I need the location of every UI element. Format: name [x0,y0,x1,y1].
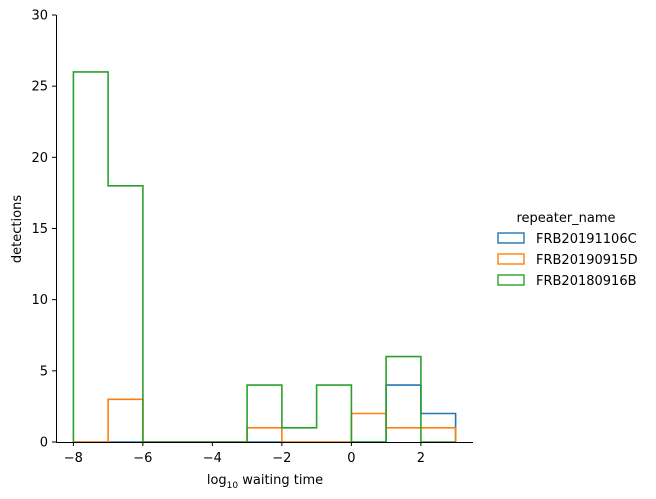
x-tick-label: 2 [417,451,425,466]
legend-swatch [497,274,525,286]
legend: repeater_name FRB20191106C FRB20190915D FR… [497,211,638,289]
y-tick-label: 25 [31,80,48,95]
x-tick-label: −6 [133,451,152,466]
y-axis-label: detections [10,195,25,263]
legend-label: FRB20191106C [536,232,637,247]
histogram-series-1 [73,398,457,443]
y-axis-ticks: 0 5 10 15 20 25 30 [31,9,56,451]
x-axis-ticks: −8 −6 −4 −2 0 2 [64,442,425,466]
y-tick-label: 5 [40,364,48,379]
legend-title: repeater_name [516,211,615,226]
x-axis-label: log10 waiting time [207,473,323,491]
y-tick-label: 20 [31,151,48,166]
x-axis-label-rest: waiting time [238,473,323,488]
y-tick-label: 15 [31,222,48,237]
y-tick-label: 10 [31,293,48,308]
x-tick-label: 0 [347,451,355,466]
histogram-bars [72,71,457,443]
x-tick-label: −2 [272,451,291,466]
x-axis-label-subscript: 10 [227,481,239,491]
histogram-series-0 [73,384,457,443]
legend-swatch [497,232,525,244]
x-axis-label-main: log [207,473,227,488]
y-tick-label: 30 [31,9,48,24]
x-tick-label: −8 [64,451,83,466]
legend-label: FRB20190915D [536,253,638,268]
histogram-series-2 [72,71,456,443]
legend-label: FRB20180916B [536,274,637,289]
legend-swatch [497,253,525,265]
x-tick-label: −4 [203,451,222,466]
y-tick-label: 0 [40,436,48,451]
